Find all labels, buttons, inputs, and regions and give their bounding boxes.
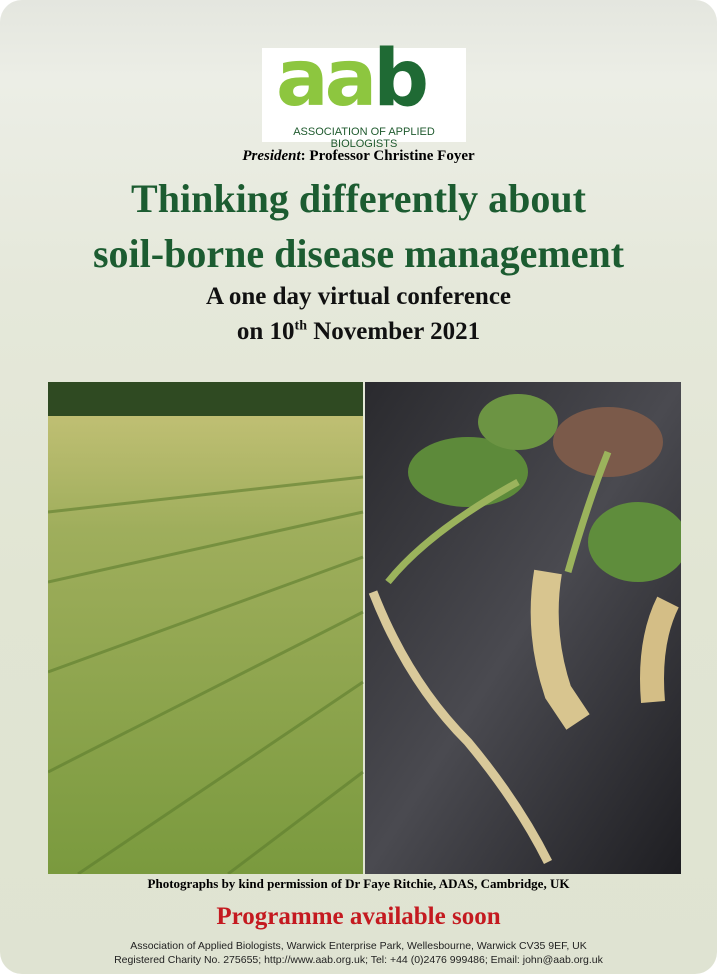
subtitle-line: A one day virtual conference bbox=[0, 283, 717, 311]
subtitle-text: on 10 bbox=[237, 318, 295, 345]
logo-box: aab ASSOCIATION OF APPLIED BIOLOGISTS bbox=[262, 48, 466, 142]
subtitle-text: November 2021 bbox=[307, 318, 480, 345]
photo-caption: Photographs by kind permission of Dr Fay… bbox=[0, 876, 717, 892]
programme-note: Programme available soon bbox=[0, 903, 717, 931]
logo-letters: aa bbox=[276, 34, 373, 124]
root-photo bbox=[365, 382, 681, 874]
president-line: President: Professor Christine Foyer bbox=[0, 148, 717, 165]
logo-letters: b bbox=[373, 34, 425, 124]
logo-mark: aab bbox=[276, 34, 425, 124]
photos bbox=[48, 382, 681, 874]
president-name: : Professor Christine Foyer bbox=[301, 148, 475, 164]
footer-line: Registered Charity No. 275655; http://ww… bbox=[0, 954, 717, 966]
title-line: soil-borne disease management bbox=[0, 230, 717, 277]
field-photo bbox=[48, 382, 363, 874]
subtitle-line: on 10th November 2021 bbox=[0, 318, 717, 346]
president-label: President bbox=[242, 148, 300, 164]
subtitle-sup: th bbox=[295, 319, 307, 334]
title-line: Thinking differently about bbox=[0, 175, 717, 222]
footer-line: Association of Applied Biologists, Warwi… bbox=[0, 940, 717, 952]
poster: aab ASSOCIATION OF APPLIED BIOLOGISTS Pr… bbox=[0, 0, 717, 974]
logo-name: ASSOCIATION OF APPLIED BIOLOGISTS bbox=[262, 126, 466, 150]
